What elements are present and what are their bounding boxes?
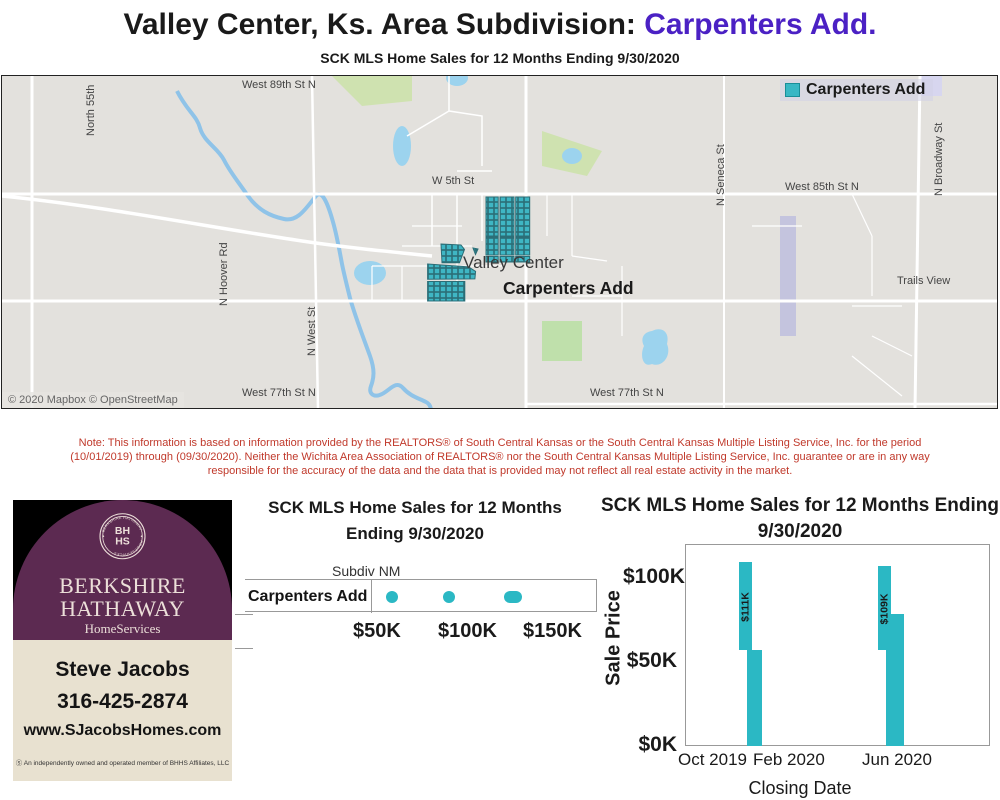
- svg-text:Sale Price: Sale Price: [602, 590, 624, 686]
- svg-text:$111K: $111K: [739, 592, 751, 622]
- svg-text:$109K: $109K: [878, 593, 890, 624]
